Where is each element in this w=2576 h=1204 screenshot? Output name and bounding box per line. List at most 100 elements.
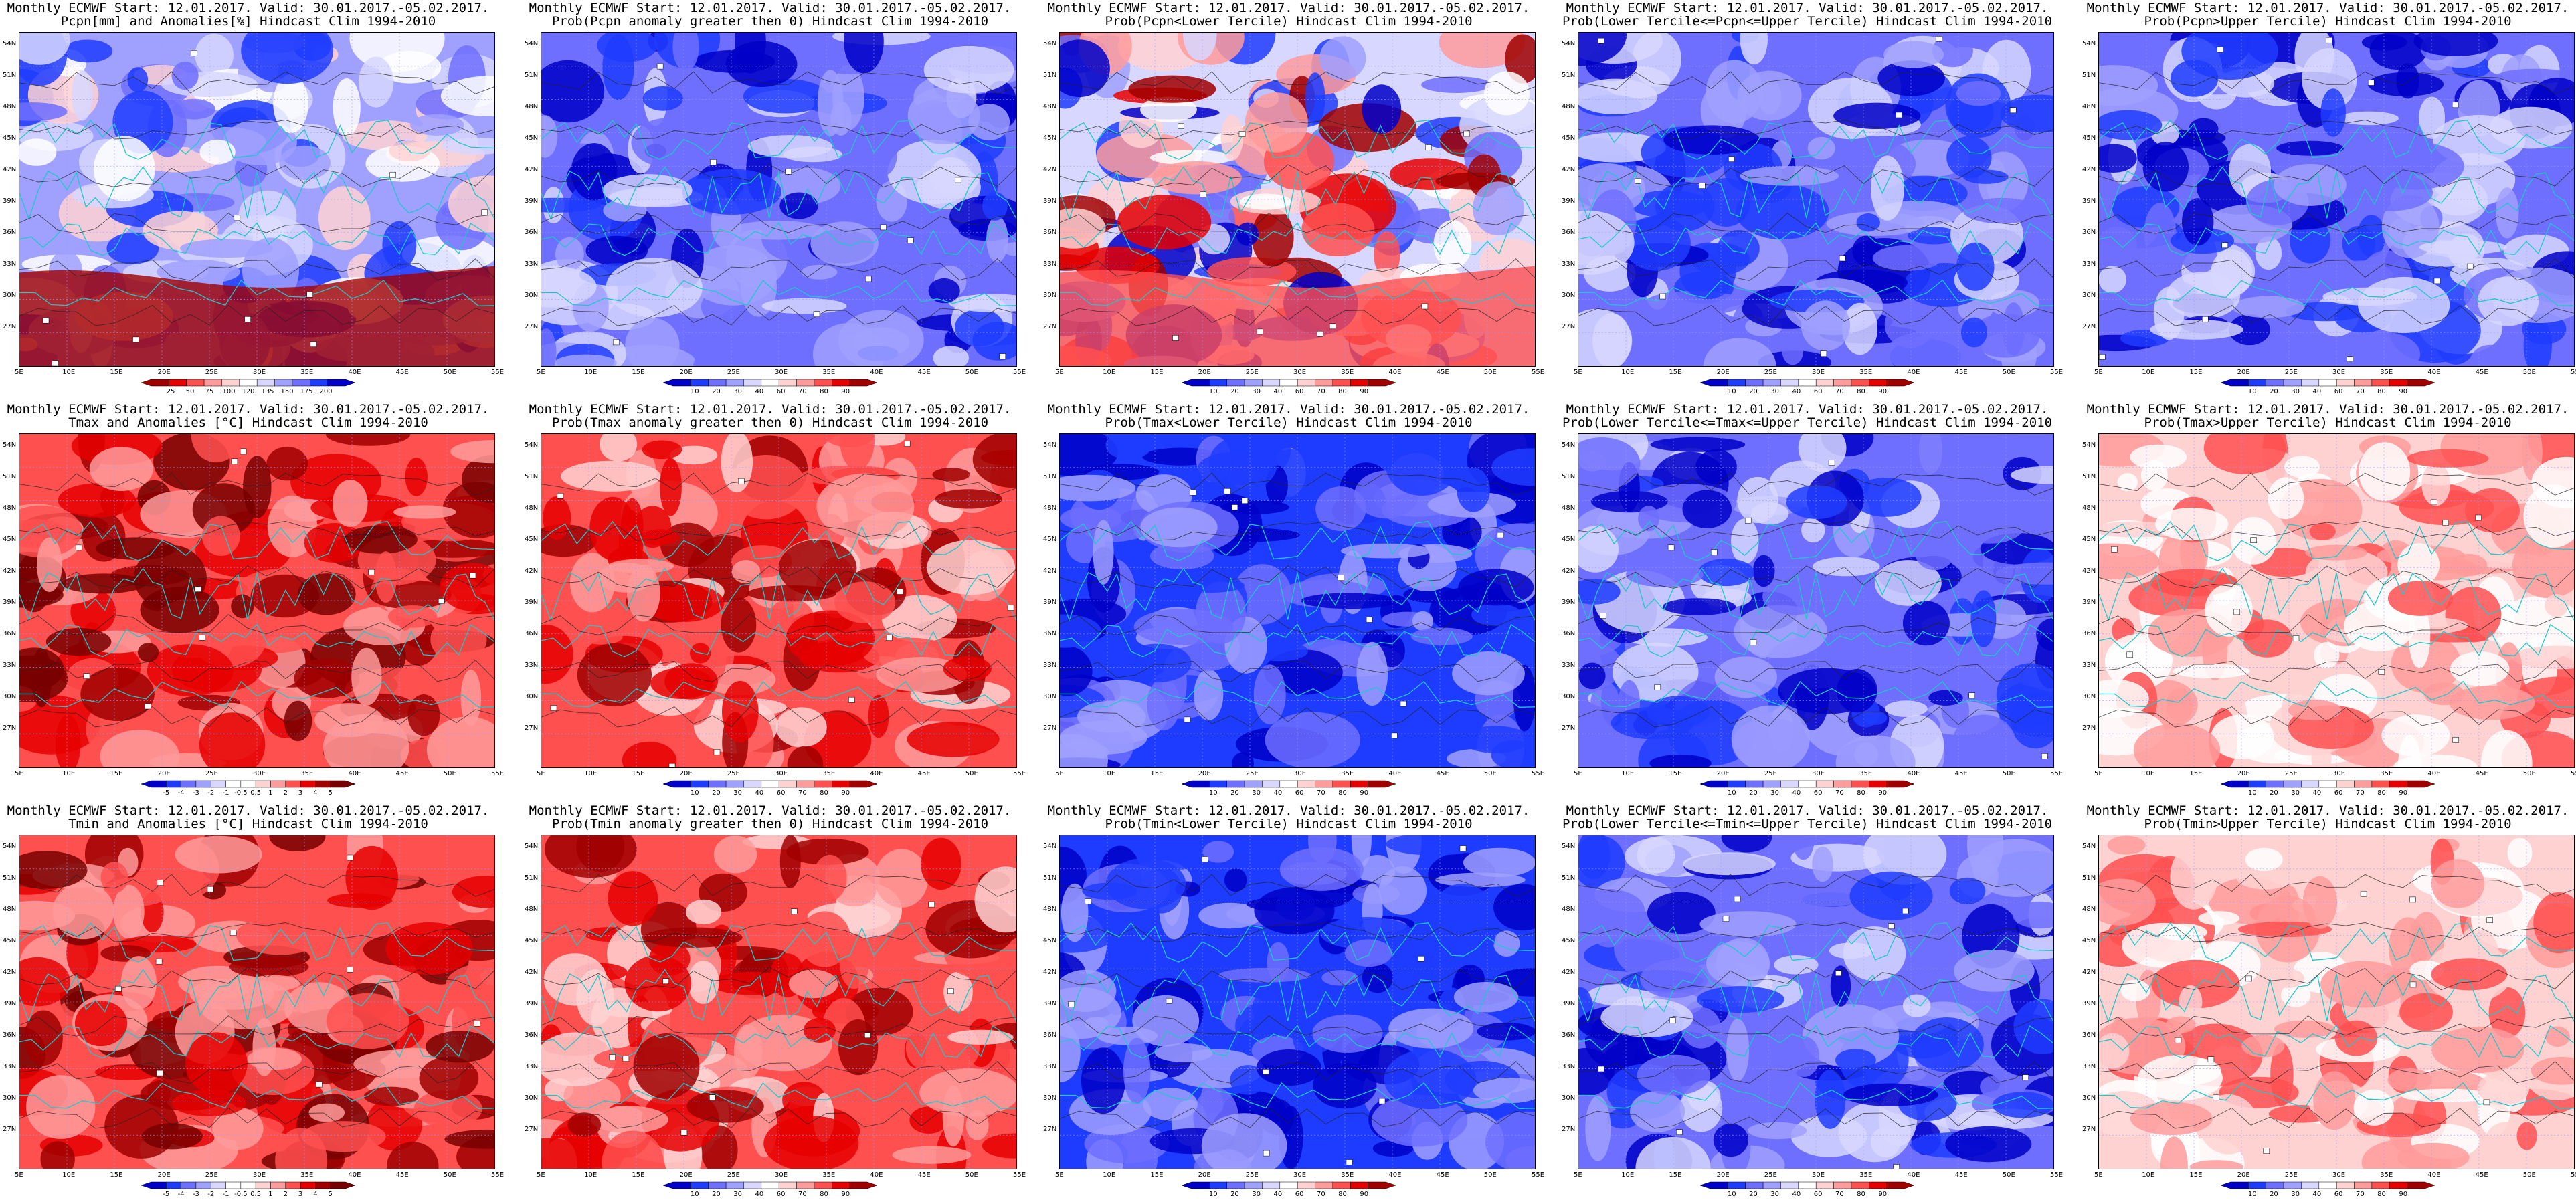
lon-tick-label: 20E	[157, 1171, 171, 1179]
shaded-cell	[2189, 1160, 2243, 1169]
lat-tick-label: 42N	[1043, 969, 1057, 976]
contour-line	[2099, 521, 2574, 541]
shaded-cell	[1697, 558, 1754, 587]
coastline	[1578, 567, 2053, 622]
contour-line	[541, 1061, 1016, 1084]
colorbar-label: 40	[2312, 1191, 2322, 1198]
contour-label-box	[550, 705, 557, 711]
contour-line	[1060, 1061, 1535, 1084]
lat-tick-label: 51N	[525, 72, 539, 79]
shaded-cell	[693, 49, 775, 73]
shaded-cell	[19, 617, 52, 632]
lon-tick-label: 5E	[1055, 770, 1064, 777]
lon-tick-label: 40E	[2427, 369, 2441, 376]
coastline	[1060, 119, 1535, 160]
contour-line	[2099, 1061, 2574, 1084]
map-field	[1578, 835, 2054, 1169]
panel-title-line1: Monthly ECMWF Start: 12.01.2017. Valid: …	[2086, 803, 2569, 818]
shaded-cell	[351, 647, 382, 706]
contour-label-box	[2009, 107, 2017, 114]
shaded-cell	[721, 597, 757, 653]
colorbar-segment	[2389, 1181, 2407, 1189]
contour-label-box	[1459, 845, 1467, 851]
colorbar-segment	[225, 780, 242, 788]
colorbar-label: -4	[177, 789, 185, 797]
shaded-cell	[430, 617, 487, 663]
colorbar-label: 30	[1252, 388, 1261, 395]
contour-label-box	[481, 209, 488, 215]
shaded-cell	[839, 934, 870, 989]
colorbar	[663, 780, 877, 788]
coastline	[19, 279, 494, 306]
shaded-cell	[2305, 544, 2367, 561]
shaded-cell	[2121, 922, 2207, 968]
colorbar-segment	[1815, 780, 1834, 788]
lon-tick-label: 15E	[2189, 1171, 2203, 1179]
colorbar-segment	[761, 780, 779, 788]
shaded-cell	[1590, 680, 1620, 730]
lon-tick-label: 55E	[2571, 369, 2576, 376]
panel-title-line1: Monthly ECMWF Start: 12.01.2017. Valid: …	[1047, 1, 1530, 15]
lat-tick-label: 36N	[1043, 229, 1057, 236]
lat-tick-label: 48N	[1043, 103, 1057, 110]
shaded-cell	[1638, 506, 1659, 532]
colorbar-segment	[2371, 780, 2390, 788]
map-field	[2098, 433, 2575, 768]
shaded-cell	[1230, 1065, 1266, 1095]
shaded-cell	[731, 560, 761, 584]
colorbar-segment	[796, 1181, 815, 1189]
colorbar-label: 90	[841, 1191, 850, 1198]
contour-label-box	[1421, 303, 1429, 310]
colorbar-segment	[2318, 379, 2337, 387]
lat-tick-label: 42N	[1562, 969, 1576, 976]
colorbar-segment	[1297, 1181, 1315, 1189]
shaded-cell	[778, 540, 857, 597]
lat-tick-label: 36N	[3, 1031, 17, 1039]
colorbar-segment	[1886, 1181, 1914, 1189]
lat-tick-label: 27N	[3, 724, 17, 732]
shaded-cell	[2151, 959, 2240, 1009]
map-canvas	[19, 835, 494, 1169]
lat-tick-label: 33N	[3, 260, 17, 268]
colorbar-segment	[1886, 379, 1914, 387]
lat-tick-label: 42N	[1562, 166, 1576, 173]
shaded-cell	[314, 703, 383, 738]
contour-line	[541, 1107, 1016, 1129]
panel-title-line2: Tmin and Anomalies [°C] Hindcast Clim 19…	[68, 817, 428, 831]
lat-tick-label: 39N	[525, 197, 539, 205]
shaded-cell	[541, 266, 597, 308]
lon-tick-label: 40E	[1907, 770, 1920, 777]
colorbar-segment	[1762, 780, 1781, 788]
map-panel-pcpn-prob-mid: Monthly ECMWF Start: 12.01.2017. Valid: …	[1559, 0, 2063, 400]
colorbar-segment	[725, 379, 744, 387]
shaded-cell	[1962, 197, 2041, 224]
shaded-cell	[1963, 169, 2009, 184]
colorbar-segment	[1182, 379, 1210, 387]
coastline	[1060, 279, 1535, 306]
colorbar-segment	[2318, 1181, 2337, 1189]
shaded-cell	[1956, 81, 2001, 106]
colorbar-segment	[2354, 1181, 2373, 1189]
shaded-cell	[2274, 163, 2347, 206]
contour-label-box	[229, 930, 237, 936]
colorbar-segment	[195, 780, 211, 788]
shaded-cell	[2255, 236, 2282, 270]
shaded-cell	[1945, 1126, 2032, 1163]
lon-tick-label: 25E	[205, 770, 218, 777]
colorbar-segment	[1780, 379, 1799, 387]
shaded-cell	[1662, 598, 1736, 615]
shaded-cell	[1433, 220, 1472, 270]
shaded-cell	[875, 849, 929, 908]
contour-label-box	[1734, 896, 1741, 902]
shaded-cell	[297, 573, 356, 615]
shaded-cell	[541, 60, 605, 123]
lat-tick-label: 45N	[3, 536, 17, 543]
shaded-cell	[873, 129, 897, 175]
colorbar-label: 40	[1792, 388, 1801, 395]
lon-tick-label: 55E	[2050, 369, 2063, 376]
shaded-cell	[2381, 714, 2450, 757]
shaded-cell	[1874, 560, 1942, 606]
colorbar-segment	[1244, 780, 1263, 788]
shaded-cell	[660, 458, 682, 516]
shaded-cell	[2342, 226, 2375, 262]
